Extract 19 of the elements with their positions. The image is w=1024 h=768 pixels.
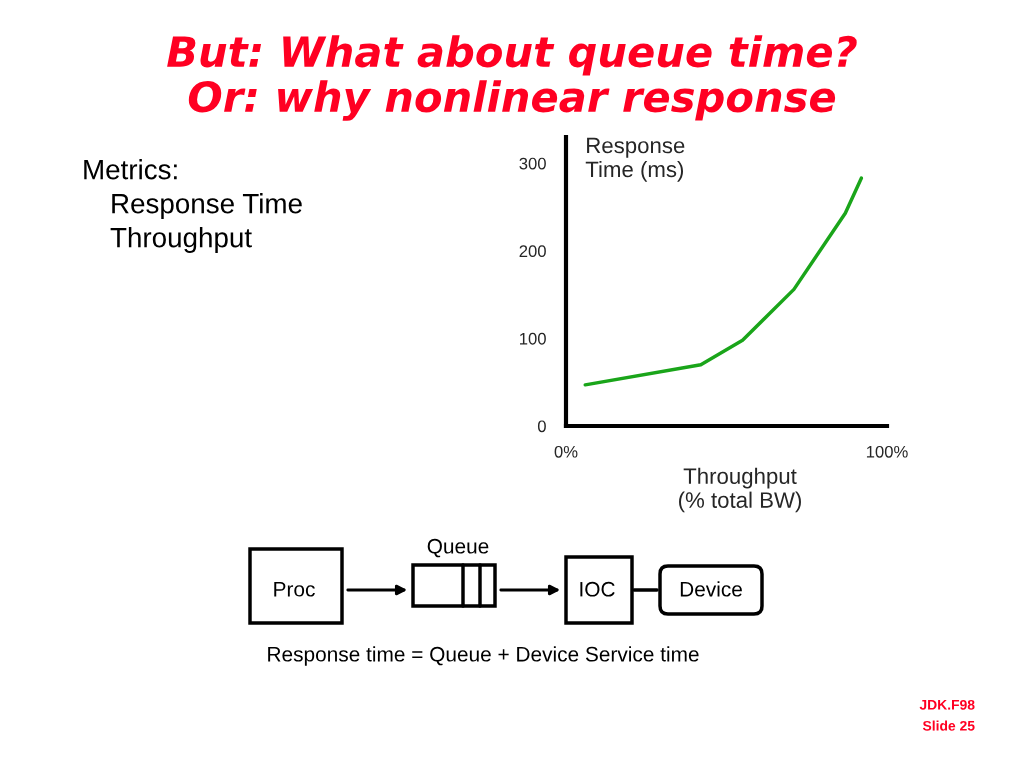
text: Metrics: (84, 159, 177, 180)
text: Device (680, 581, 742, 597)
y-tick-label: 100 (520, 332, 546, 345)
text: JDK.F98 (919, 699, 975, 710)
chart-title: But: What about queue time? Or: why nonlinear response (167, 35, 857, 121)
text: Slide 25 (922, 720, 975, 731)
text: Queue (427, 538, 489, 558)
y-tick-label: 300 (519, 157, 546, 170)
x-tick-label: 100% (866, 445, 908, 458)
text: Response Time (112, 193, 302, 219)
y-tick-label: 0 (537, 420, 546, 433)
text: Response time = Queue + Device Service time (268, 646, 699, 666)
y-tick-label: 200 (519, 245, 546, 258)
y-axis-title: Response Time (ms) (585, 137, 685, 182)
x-tick-label: 0% (554, 445, 578, 458)
text: IOC (580, 581, 615, 597)
text: Proc (274, 582, 315, 597)
text: Throughput (110, 227, 252, 253)
x-axis-title: Throughput (% total BW) (679, 467, 801, 513)
